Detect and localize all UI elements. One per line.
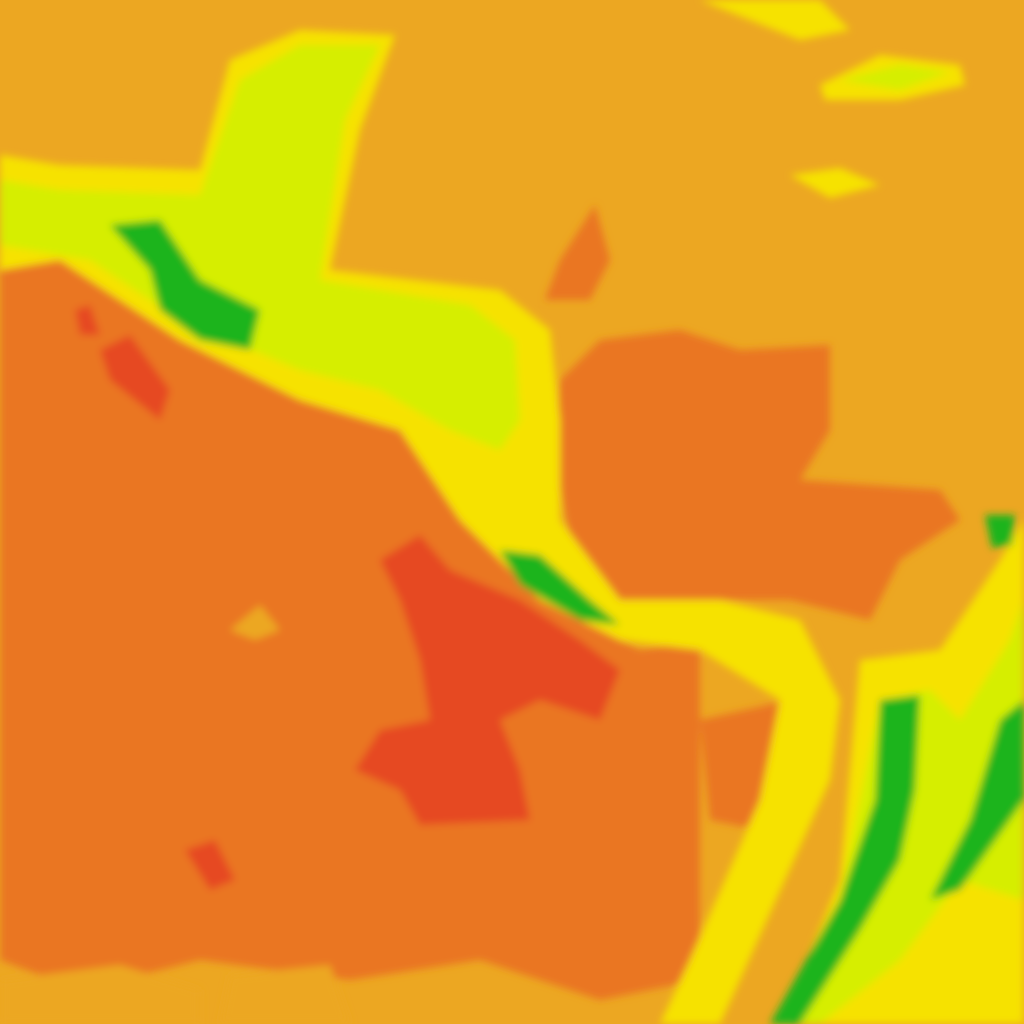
dark-orange-region-east xyxy=(555,330,960,620)
yellowgreen-streak xyxy=(840,65,950,90)
yellow-streak-ne2 xyxy=(790,168,880,198)
green-band-far-east xyxy=(930,700,1024,900)
green-band-mid xyxy=(500,550,620,625)
green-band-north xyxy=(110,220,260,350)
red-region-central xyxy=(355,535,620,825)
red-patch-nw2 xyxy=(75,305,100,335)
orange-patch-south xyxy=(0,965,200,1024)
yellowgreen-north xyxy=(0,45,520,450)
red-patch-south xyxy=(185,840,235,890)
yellow-streak-top xyxy=(700,0,850,40)
orange-patch-south2 xyxy=(220,965,350,1024)
dark-orange-patch xyxy=(545,205,610,300)
green-spot-east xyxy=(985,515,1015,548)
red-region-nw xyxy=(100,335,170,420)
orange-patch xyxy=(230,605,280,640)
green-band-east xyxy=(770,695,920,1024)
